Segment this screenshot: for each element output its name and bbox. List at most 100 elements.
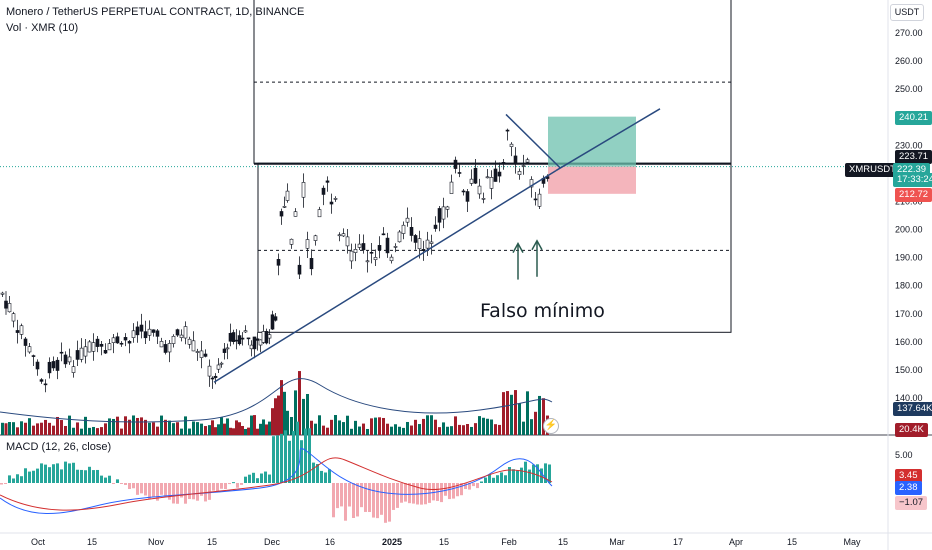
time-tick-label: 15 xyxy=(439,537,449,547)
volume-bar xyxy=(132,415,135,435)
candle-body xyxy=(417,238,422,250)
candle-body xyxy=(0,292,5,295)
time-tick-label: 15 xyxy=(558,537,568,547)
volume-bar xyxy=(522,421,525,435)
volume-bar xyxy=(88,427,91,435)
macd-histogram-bar xyxy=(336,483,339,509)
price-tick-label: 140.00 xyxy=(895,393,923,403)
time-tick-label: Nov xyxy=(148,537,165,547)
volume-bar xyxy=(338,420,341,435)
position-stop-zone xyxy=(548,166,636,194)
candle-body xyxy=(135,326,140,336)
macd-histogram-bar xyxy=(20,476,23,483)
volume-bar xyxy=(370,418,373,435)
time-tick-label: 2025 xyxy=(382,537,402,547)
macd-histogram-bar xyxy=(300,440,303,483)
volume-bar xyxy=(100,427,103,435)
trendline-extension xyxy=(555,108,661,172)
macd-histogram-bar xyxy=(408,483,411,504)
macd-histogram-bar xyxy=(92,470,95,483)
volume-bar xyxy=(530,419,533,435)
candle-body xyxy=(305,239,310,249)
volume-bar xyxy=(1,422,4,435)
macd-histogram-bar xyxy=(376,483,379,519)
macd-histogram-bar xyxy=(136,483,139,495)
macd-histogram-bar xyxy=(120,483,123,484)
ascending-trendline xyxy=(213,169,557,383)
volume-bar xyxy=(334,415,337,435)
macd-histogram-bar xyxy=(208,483,211,500)
candle-body xyxy=(282,206,287,208)
macd-histogram-bar xyxy=(64,461,67,483)
price-tick-label: 260.00 xyxy=(895,56,923,66)
candle-body xyxy=(249,344,254,350)
candle-body xyxy=(111,337,116,343)
volume-bar xyxy=(482,417,485,435)
macd-histogram-bar xyxy=(256,478,259,483)
volume-bar xyxy=(253,415,256,435)
macd-histogram-bar xyxy=(260,473,263,483)
macd-histogram-bar xyxy=(180,483,183,498)
level-price-tag: 223.71 xyxy=(895,150,932,164)
volume-bar xyxy=(262,419,265,435)
macd-histogram-bar xyxy=(292,431,295,483)
macd-histogram-bar xyxy=(484,477,487,483)
candle-body xyxy=(51,361,56,369)
volume-bar xyxy=(426,415,429,435)
macd-pane xyxy=(0,421,553,523)
macd-histogram-bar xyxy=(244,476,247,483)
candle-body xyxy=(183,326,188,339)
macd-histogram-bar xyxy=(488,474,491,483)
flash-icon[interactable]: ⚡ xyxy=(543,418,559,434)
macd-histogram-bar xyxy=(360,483,363,508)
macd-histogram-bar xyxy=(28,471,31,483)
candle-body xyxy=(83,346,88,357)
candle-body xyxy=(123,337,128,341)
candle-body xyxy=(210,377,215,380)
candle-body xyxy=(23,338,28,346)
candle-body xyxy=(219,362,224,365)
volume-bar xyxy=(462,425,465,435)
volume-bar xyxy=(438,427,441,435)
candle-body xyxy=(59,351,64,354)
volume-bar xyxy=(280,380,283,435)
hist-value-tag: −1.07 xyxy=(895,496,928,510)
volume-bar xyxy=(422,418,425,435)
candle-body xyxy=(289,238,294,245)
time-tick-label: Feb xyxy=(501,537,517,547)
chart-drawings xyxy=(0,0,888,333)
volume-bar xyxy=(241,425,244,435)
macd-histogram-bar xyxy=(128,483,131,490)
volume-bar xyxy=(96,428,99,435)
candle-body xyxy=(453,159,458,169)
volume-bar xyxy=(290,416,293,435)
candle-body xyxy=(449,181,454,194)
macd-histogram-bar xyxy=(56,463,59,483)
macd-histogram-bar xyxy=(540,468,543,483)
candle-body xyxy=(179,334,184,338)
volume-bar xyxy=(84,416,87,435)
volume-bar xyxy=(256,428,259,435)
volume-bar xyxy=(506,391,509,435)
macd-histogram-bar xyxy=(492,477,495,483)
candle-body xyxy=(258,339,263,346)
annotation-text: Falso mínimo xyxy=(480,300,605,322)
candle-body xyxy=(317,209,322,218)
volume-bar xyxy=(398,426,401,435)
candle-body xyxy=(413,235,418,243)
candle-body xyxy=(255,338,260,341)
candle-body xyxy=(441,206,446,220)
candle-body xyxy=(325,180,330,183)
macd-histogram-bar xyxy=(352,483,355,518)
macd-histogram-bar xyxy=(176,483,179,504)
macd-histogram-bar xyxy=(44,464,47,483)
volume-bar xyxy=(184,416,187,435)
macd-histogram-bar xyxy=(132,483,135,489)
candle-body xyxy=(75,350,80,360)
macd-histogram-bar xyxy=(220,483,223,489)
candle-body xyxy=(517,171,522,175)
volume-bar xyxy=(235,420,238,435)
volume-bar xyxy=(223,423,226,435)
currency-button[interactable]: USDT xyxy=(890,4,924,21)
